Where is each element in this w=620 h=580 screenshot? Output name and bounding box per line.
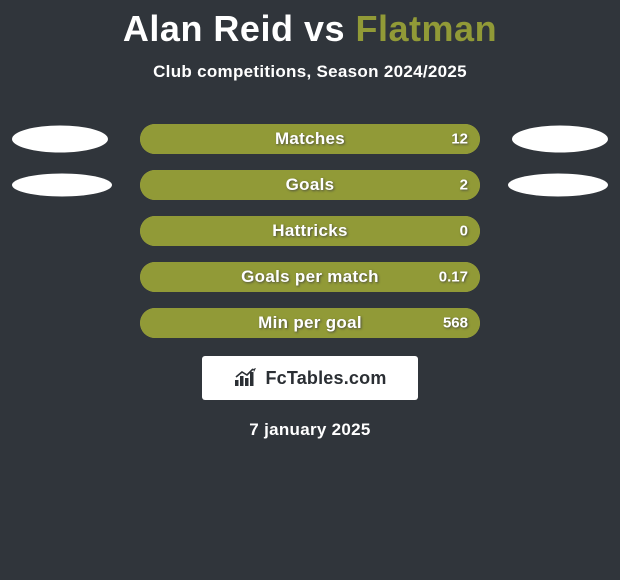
- stat-bar: Goals per match0.17: [140, 262, 480, 292]
- vs-text: vs: [304, 8, 345, 49]
- player2-oval: [508, 174, 608, 197]
- stat-bar: Goals2: [140, 170, 480, 200]
- stat-bar-fill: [140, 262, 480, 292]
- stat-row: Hattricks0: [0, 216, 620, 246]
- stat-bar-fill: [140, 308, 480, 338]
- stat-bar: Hattricks0: [140, 216, 480, 246]
- chart-icon: [233, 368, 259, 388]
- stat-row: Goals2: [0, 170, 620, 200]
- stat-bar-fill: [140, 124, 480, 154]
- player1-oval: [12, 126, 108, 153]
- player1-oval: [12, 174, 112, 197]
- stat-row: Goals per match0.17: [0, 262, 620, 292]
- stat-row: Matches12: [0, 124, 620, 154]
- player1-name: Alan Reid: [123, 8, 294, 49]
- page-title: Alan Reid vs Flatman: [0, 0, 620, 50]
- stat-bar: Min per goal568: [140, 308, 480, 338]
- stat-bar: Matches12: [140, 124, 480, 154]
- stat-bar-fill: [140, 216, 480, 246]
- date-text: 7 january 2025: [0, 420, 620, 440]
- stat-rows-container: Matches12 Goals2 Hattricks0 Goals per match…: [0, 124, 620, 338]
- subtitle: Club competitions, Season 2024/2025: [0, 62, 620, 82]
- player2-name: Flatman: [356, 8, 498, 49]
- stat-row: Min per goal568: [0, 308, 620, 338]
- branding-badge: FcTables.com: [202, 356, 418, 400]
- player2-oval: [512, 126, 608, 153]
- branding-text: FcTables.com: [265, 368, 386, 389]
- stat-bar-fill: [140, 170, 480, 200]
